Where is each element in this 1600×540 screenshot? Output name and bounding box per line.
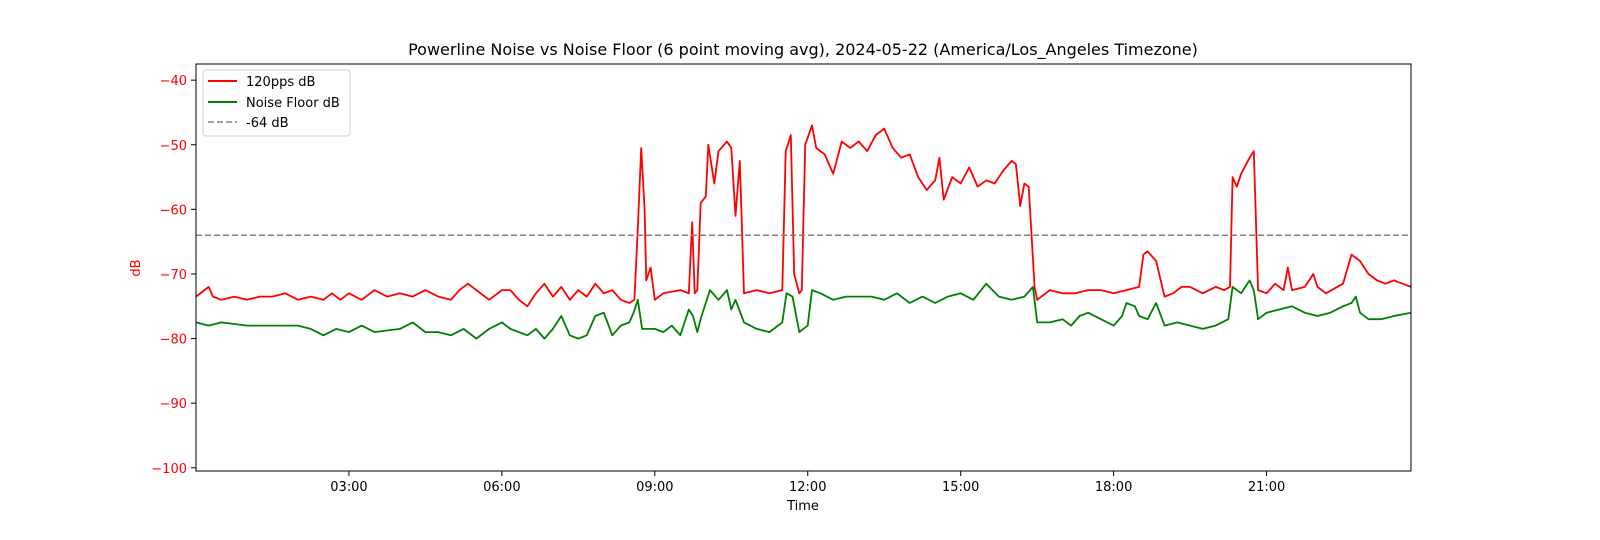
x-tick-label: 09:00 xyxy=(636,480,673,495)
y-tick-label: −40 xyxy=(160,74,187,89)
chart-title: Powerline Noise vs Noise Floor (6 point … xyxy=(408,40,1198,60)
plot-frame xyxy=(195,63,1412,472)
x-tick-label: 12:00 xyxy=(789,480,826,495)
legend-label-120pps: 120pps dB xyxy=(246,75,315,90)
series-layer xyxy=(195,124,1412,340)
legend: 120pps dB Noise Floor dB -64 dB xyxy=(202,69,351,137)
legend-box xyxy=(202,69,351,137)
series-line-noise-floor xyxy=(195,279,1412,340)
y-tick-label: −90 xyxy=(160,397,187,412)
y-tick-label: −50 xyxy=(160,139,187,154)
x-tick-label: 21:00 xyxy=(1248,480,1285,495)
x-tick-label: 15:00 xyxy=(942,480,979,495)
y-tick-label: −100 xyxy=(151,462,187,477)
x-tick-label: 18:00 xyxy=(1095,480,1132,495)
y-tick-label: −70 xyxy=(160,268,187,283)
y-axis-label: dB xyxy=(129,259,144,276)
y-axis: −40 −50 −60 −70 −80 −90 −100 xyxy=(151,74,196,477)
y-tick-label: −60 xyxy=(160,203,187,218)
legend-label-noise-floor: Noise Floor dB xyxy=(246,96,340,111)
x-tick-label: 03:00 xyxy=(330,480,367,495)
x-axis: 03:00 06:00 09:00 12:00 15:00 18:00 21:00 xyxy=(330,471,1285,495)
x-tick-label: 06:00 xyxy=(483,480,520,495)
legend-label-threshold: -64 dB xyxy=(246,116,289,131)
series-line-120pps xyxy=(195,124,1412,308)
y-tick-label: −80 xyxy=(160,333,187,348)
x-axis-label: Time xyxy=(786,499,819,514)
